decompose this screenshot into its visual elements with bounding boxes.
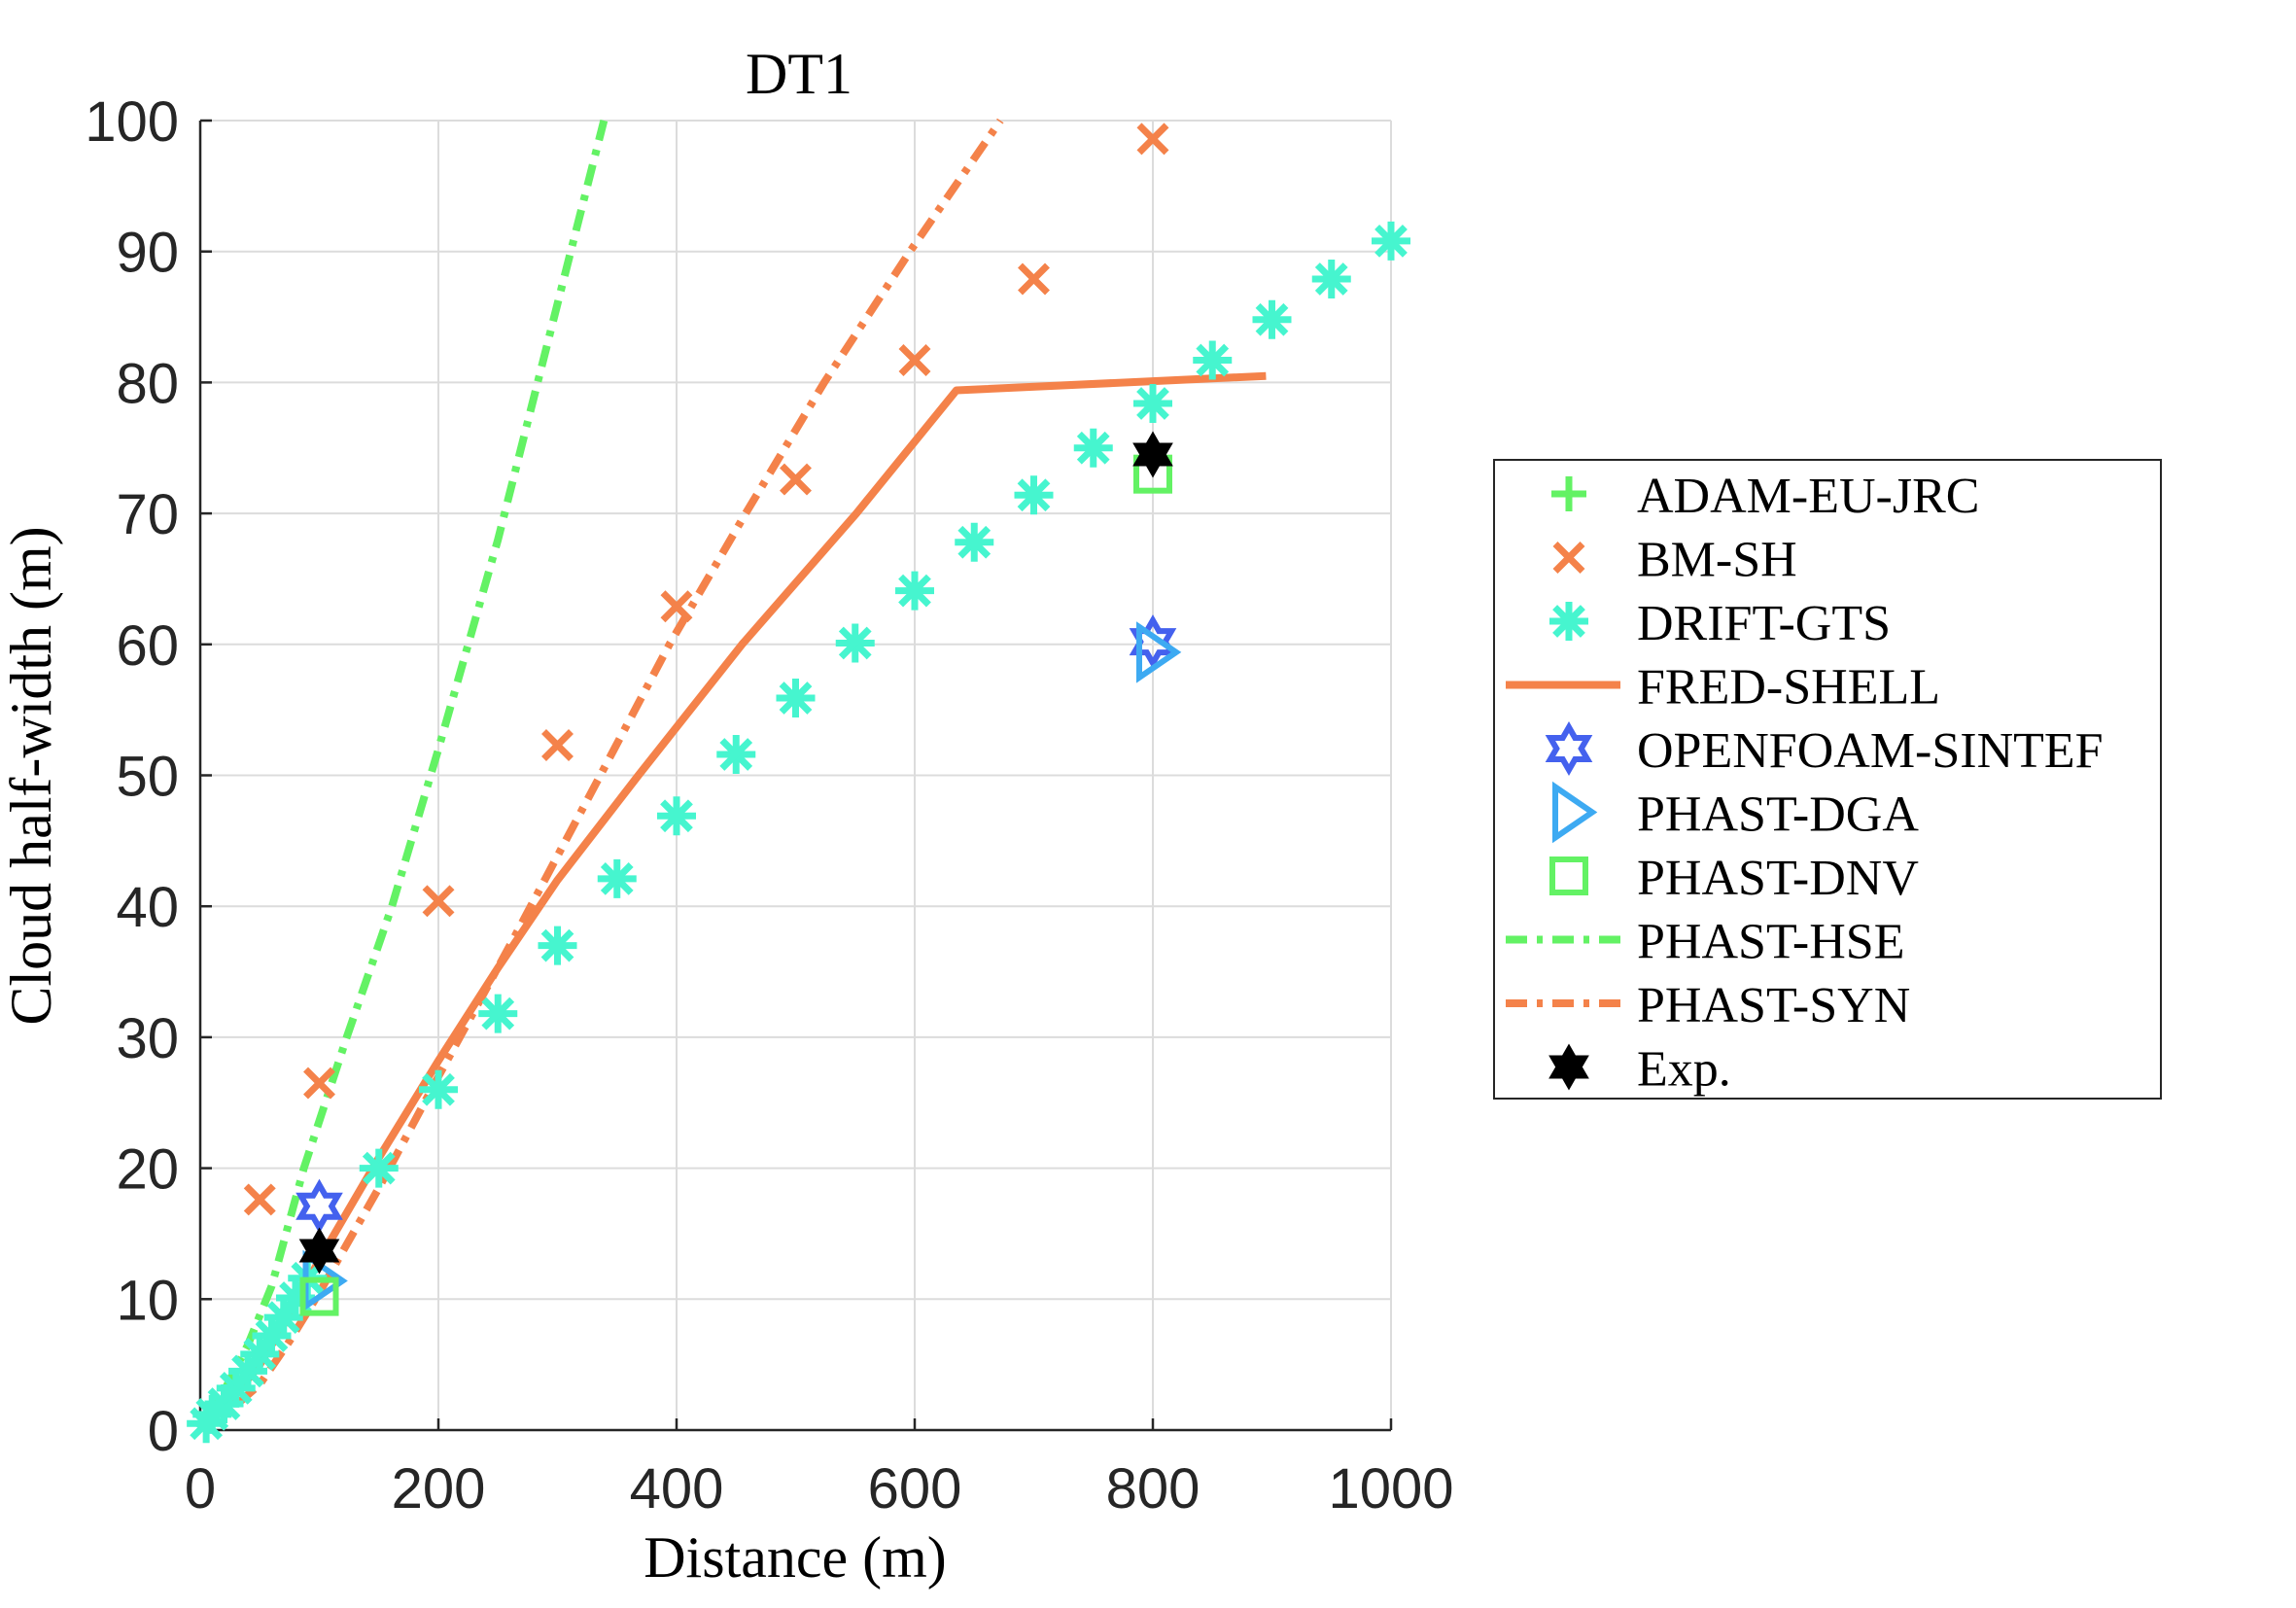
data-point-bm-sh <box>660 590 693 623</box>
data-point-drift-gts <box>835 623 875 663</box>
data-point-drift-gts <box>776 679 816 718</box>
legend-box <box>1493 459 2162 1100</box>
data-point-phast-dga <box>1136 621 1182 683</box>
data-point-bm-sh <box>303 1066 335 1100</box>
legend-label: FRED-SHELL <box>1637 660 1940 716</box>
legend-item-drift-gts: DRIFT-GTS <box>1549 596 1891 651</box>
chart-title: DT1 <box>746 42 852 106</box>
legend-label: Exp. <box>1637 1042 1731 1098</box>
series-markers <box>187 122 1410 1444</box>
legend-item-phast-dga: PHAST-DGA <box>1552 781 1919 844</box>
y-tick-label: 50 <box>116 746 179 809</box>
data-point-drift-gts <box>263 1298 303 1338</box>
legend-item-phast-syn: PHAST-SYN <box>1506 978 1910 1033</box>
x-tick-label: 1000 <box>1328 1457 1453 1521</box>
legend-item-adam-eu-jrc: ADAM-EU-JRC <box>1551 469 1979 524</box>
y-tick-labels: 0 10 20 30 40 50 60 70 80 90 100 <box>85 90 179 1463</box>
x-tick-labels: 0 200 400 600 800 1000 <box>185 1457 1454 1521</box>
legend-item-phast-hse: PHAST-HSE <box>1506 915 1905 970</box>
legend-item-phast-dnv: PHAST-DNV <box>1549 851 1919 906</box>
data-point-drift-gts <box>1252 299 1292 339</box>
legend-label: PHAST-DGA <box>1637 787 1919 843</box>
y-tick-label: 10 <box>116 1269 179 1332</box>
y-tick-label: 60 <box>116 614 179 678</box>
axes <box>198 119 1393 1432</box>
data-point-bm-sh <box>898 344 931 376</box>
x-tick-label: 400 <box>630 1457 724 1521</box>
plot-area <box>187 119 1410 1444</box>
legend-marker-icon <box>1549 856 1588 895</box>
data-point-exp <box>298 1227 340 1275</box>
data-point-drift-gts <box>955 522 994 562</box>
legend-marker-icon <box>1551 476 1586 511</box>
data-point-drift-gts <box>1311 259 1351 298</box>
x-tick-label: 600 <box>868 1457 962 1521</box>
y-tick-label: 0 <box>148 1400 179 1463</box>
data-point-openfoam-sintef <box>1129 614 1177 670</box>
data-point-drift-gts <box>478 994 518 1033</box>
data-point-drift-gts <box>1133 383 1172 423</box>
y-tick-label: 30 <box>116 1007 179 1070</box>
data-point-phast-dnv <box>299 1276 339 1316</box>
legend-marker-icon <box>1552 542 1585 574</box>
legend-marker-icon <box>1545 720 1593 777</box>
y-tick-label: 70 <box>116 483 179 546</box>
data-point-drift-gts <box>597 858 637 898</box>
data-point-bm-sh <box>1018 262 1050 296</box>
data-point-bm-sh <box>1136 122 1169 156</box>
legend-item-openfoam-sintef: OPENFOAM-SINTEF <box>1545 720 2104 779</box>
legend-label: PHAST-SYN <box>1637 978 1910 1033</box>
data-point-drift-gts <box>1073 428 1113 468</box>
data-point-exp <box>1132 431 1173 478</box>
legend-label: BM-SH <box>1637 533 1797 588</box>
legend-marker-icon <box>1548 1043 1589 1091</box>
series-line-phast-syn <box>200 119 1004 1430</box>
data-point-bm-sh <box>243 1183 276 1216</box>
data-point-drift-gts <box>1193 340 1233 380</box>
y-tick-label: 90 <box>116 222 179 285</box>
legend-label: PHAST-DNV <box>1637 851 1919 906</box>
legend-item-exp: Exp. <box>1548 1042 1731 1098</box>
x-tick-label: 800 <box>1106 1457 1200 1521</box>
legend-item-bm-sh: BM-SH <box>1552 533 1797 588</box>
y-tick-label: 80 <box>116 352 179 415</box>
data-point-bm-sh <box>541 729 574 761</box>
data-point-drift-gts <box>419 1069 458 1109</box>
y-axis-label: Cloud half-width (m) <box>0 526 63 1025</box>
x-axis-label: Distance (m) <box>644 1525 947 1590</box>
data-point-drift-gts <box>657 796 696 836</box>
data-point-drift-gts <box>1372 221 1410 261</box>
legend-item-fred-shell: FRED-SHELL <box>1506 660 1940 716</box>
data-point-bm-sh <box>422 885 455 918</box>
legend-marker-icon <box>1552 781 1598 844</box>
legend-marker-icon <box>1549 602 1588 641</box>
data-point-drift-gts <box>895 571 934 611</box>
legend: ADAM-EU-JRC BM-SH DRIFT-GTS FRED-SHELL OPENF… <box>1493 459 2162 1100</box>
legend-label: ADAM-EU-JRC <box>1637 469 1979 524</box>
data-point-drift-gts <box>716 734 756 774</box>
data-point-bm-sh <box>780 463 812 496</box>
y-tick-label: 100 <box>85 90 179 154</box>
legend-label: PHAST-HSE <box>1637 915 1905 970</box>
legend-label: OPENFOAM-SINTEF <box>1637 723 2104 779</box>
data-point-drift-gts <box>359 1148 399 1188</box>
x-tick-label: 200 <box>392 1457 486 1521</box>
x-tick-label: 0 <box>185 1457 216 1521</box>
y-tick-label: 40 <box>116 876 179 939</box>
legend-label: DRIFT-GTS <box>1637 596 1891 651</box>
data-point-drift-gts <box>1014 475 1054 515</box>
data-point-drift-gts <box>538 926 577 965</box>
y-tick-label: 20 <box>116 1138 179 1202</box>
